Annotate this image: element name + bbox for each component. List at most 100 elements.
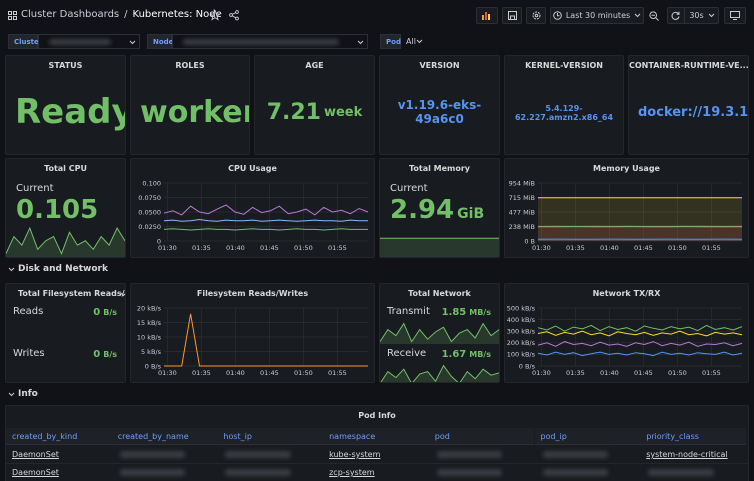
title-icons[interactable] [210, 10, 240, 21]
x-tick-label: 01:30 [158, 244, 177, 252]
stat-value: 5.4.129-62.227.amzn2.x86_64 [509, 72, 619, 154]
x-tick-label: 01:30 [532, 244, 551, 252]
dashboard-title: Kubernetes: Node [132, 9, 222, 20]
time-picker[interactable]: Last 30 minutes [550, 7, 644, 24]
sparkline-area [380, 238, 499, 257]
x-tick-label: 01:50 [668, 244, 687, 252]
table-cell[interactable]: zcp-system [329, 468, 375, 477]
stat-value: 0 B/s [93, 307, 117, 318]
chevron-icon [120, 292, 125, 297]
series-line [537, 330, 743, 337]
refresh-picker[interactable]: 30s [667, 7, 719, 24]
panel: AGE 7.21 week [254, 55, 375, 155]
section-row[interactable]: Info [8, 389, 38, 399]
chevron-icon [416, 39, 423, 44]
y-tick-label: 300 kB/s [507, 328, 536, 336]
blurred-cell [119, 451, 186, 458]
panel: Filesystem Reads/Writes 0 B/s 5 kB/s 10 kB/… [130, 283, 375, 383]
chevron [129, 40, 136, 45]
blurred-cell [648, 469, 714, 476]
blurred-cell [542, 451, 609, 458]
table-header[interactable]: created_by_kind [6, 428, 112, 445]
series-area [538, 197, 742, 241]
stat-value: 1.85 MB/s [442, 307, 491, 318]
table-header[interactable]: priority_class [640, 428, 746, 445]
section-title: Info [18, 389, 38, 399]
zoom-out-button[interactable] [645, 7, 663, 24]
save-button[interactable] [502, 7, 522, 24]
series-line [537, 351, 743, 357]
stat-value: 0.105 [16, 195, 98, 225]
variable-picker[interactable]: All [401, 34, 428, 49]
unit: GiB [457, 206, 485, 222]
value: 1.85 [441, 307, 467, 318]
y-tick-label: 0 B/s [519, 362, 536, 370]
panel-title: Filesystem Reads/Writes [196, 289, 309, 298]
value: 0 [93, 349, 101, 360]
chevron-icon [129, 40, 136, 45]
table-header[interactable]: created_by_name [111, 428, 218, 445]
panel-title: STATUS [48, 61, 83, 70]
x-tick-label: 01:35 [566, 244, 585, 252]
y-tick-label: 477 MiB [509, 208, 535, 216]
panel-title: Pod Info [358, 411, 396, 420]
blurred-cell [436, 469, 503, 476]
row-divider [6, 463, 748, 464]
stat-value: worker [135, 72, 249, 154]
panel-title: CPU Usage [228, 164, 277, 173]
chevron [416, 39, 423, 44]
section-title: Disk and Network [18, 264, 108, 274]
table-header[interactable]: pod_ip [534, 428, 641, 445]
series-line [537, 341, 743, 347]
time-series: 0 B 238 MiB 477 MiB 715 MiB 954 MiB 01:30 01:3… [509, 179, 743, 252]
breadcrumb: Cluster Dashboards / Kubernetes: Node [21, 9, 222, 20]
x-tick-label: 01:40 [600, 244, 619, 252]
unit: week [323, 104, 363, 120]
panel-title: AGE [305, 61, 324, 70]
table-cell[interactable]: DaemonSet [12, 468, 59, 477]
table-header[interactable]: pod [428, 428, 535, 445]
panel: Memory Usage 0 B 238 MiB 477 MiB 715 MiB 954 … [504, 158, 749, 258]
y-tick-label: 238 MiB [509, 223, 535, 231]
table-header[interactable]: namespace [323, 428, 429, 445]
panel-title: CONTAINER-RUNTIME-VE... [629, 61, 749, 70]
section-row[interactable]: Disk and Network [8, 264, 108, 274]
series-area [538, 226, 742, 241]
table-cell[interactable]: DaemonSet [12, 450, 59, 459]
y-tick-label: 5 kB/s [141, 348, 162, 356]
add-panel-button[interactable] [476, 7, 498, 24]
value: 0.105 [16, 195, 99, 225]
panel: CPU Usage 0 0.0250 0.0500 0.0750 0.100 01:30 01… [130, 158, 375, 258]
y-tick-label: 0.0250 [138, 223, 161, 231]
grid-icon [8, 11, 17, 20]
breadcrumb-parent[interactable]: Cluster Dashboards [21, 9, 120, 20]
chevron [120, 292, 125, 297]
stat-value: 2.94 GiB [390, 195, 484, 225]
blurred-cell [436, 451, 503, 458]
settings-button[interactable] [526, 7, 546, 24]
x-tick-label: 01:45 [634, 244, 653, 252]
panel: ROLES worker [130, 55, 250, 155]
panel-title: Memory Usage [593, 164, 660, 173]
stat-value: docker://19.3.13 [633, 72, 748, 154]
table-cell[interactable]: system-node-critical [646, 450, 728, 459]
series-line [164, 313, 368, 367]
variable-picker[interactable] [172, 34, 368, 49]
view-mode-button[interactable] [724, 7, 746, 24]
sparkline [380, 322, 499, 343]
collapse-icon [8, 392, 15, 396]
x-tick-label: 01:45 [260, 244, 279, 252]
table-header[interactable]: host_ip [217, 428, 324, 445]
x-tick-label: 01:45 [260, 369, 279, 377]
blurred-value [183, 39, 339, 45]
variable-picker[interactable] [38, 34, 140, 49]
table-cell[interactable]: kube-system [329, 450, 381, 459]
unit: B/s [103, 350, 117, 359]
x-tick-label: 01:40 [226, 369, 245, 377]
unit: B/s [103, 308, 117, 317]
x-tick-label: 01:40 [600, 369, 619, 377]
panel-title: KERNEL-VERSION [525, 61, 603, 70]
y-tick-label: 500 kB/s [507, 304, 536, 312]
variable-label: Cluster [8, 34, 42, 49]
